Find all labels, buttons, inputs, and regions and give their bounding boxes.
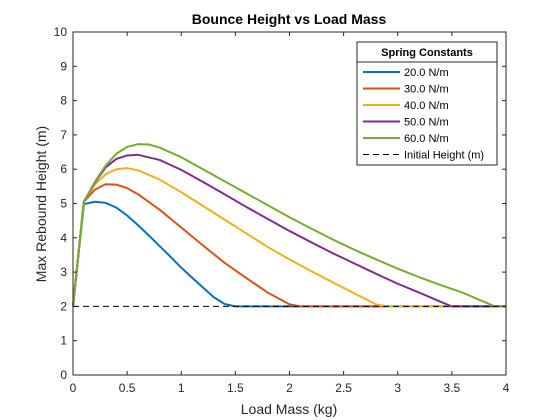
x-tick-label: 2 [286, 381, 293, 395]
y-axis-label: Max Rebound Height (m) [33, 126, 49, 282]
y-tick-label: 3 [60, 265, 67, 279]
legend-items: 20.0 N/m 30.0 N/m 40.0 N/m 50.0 N/m 60.0 N/m… [363, 67, 484, 162]
y-tick-label: 10 [54, 25, 68, 39]
x-tick-label: 0 [70, 381, 77, 395]
legend-label: 20.0 N/m [404, 67, 449, 79]
y-tick-label: 9 [60, 59, 67, 73]
legend-label: Initial Height (m) [404, 150, 484, 162]
y-tick-label: 5 [60, 197, 67, 211]
y-tick-label: 2 [60, 299, 67, 313]
y-tick-label: 6 [60, 162, 67, 176]
x-tick-label: 3 [394, 381, 401, 395]
x-tick-label: 1.5 [227, 381, 244, 395]
y-tick-label: 7 [60, 128, 67, 142]
series-line-2 [72, 167, 506, 308]
legend-label: 60.0 N/m [404, 133, 449, 145]
series-layer [72, 143, 506, 308]
chart-title: Bounce Height vs Load Mass [192, 11, 387, 27]
x-axis-ticks: 0 0.5 1 1.5 2 2.5 3 3.5 4 [70, 32, 510, 395]
y-tick-label: 1 [60, 334, 67, 348]
y-tick-label: 4 [60, 231, 67, 245]
legend-label: 40.0 N/m [404, 100, 449, 112]
x-tick-label: 3.5 [444, 381, 461, 395]
legend-title: Spring Constants [381, 47, 473, 59]
x-tick-label: 2.5 [335, 381, 352, 395]
legend: Spring Constants 20.0 N/m 30.0 N/m 40.0 N/… [356, 41, 498, 166]
series-line-3 [72, 153, 506, 308]
x-tick-label: 1 [178, 381, 185, 395]
y-tick-label: 8 [60, 94, 67, 108]
legend-label: 50.0 N/m [404, 117, 449, 129]
y-axis-ticks: 0 1 2 3 4 5 6 7 8 9 10 [54, 25, 506, 382]
legend-label: 30.0 N/m [404, 84, 449, 96]
series-line-4 [72, 143, 506, 308]
x-axis-label: Load Mass (kg) [241, 401, 337, 417]
x-tick-label: 0.5 [119, 381, 136, 395]
x-tick-label: 4 [503, 381, 510, 395]
y-tick-label: 0 [60, 368, 67, 382]
